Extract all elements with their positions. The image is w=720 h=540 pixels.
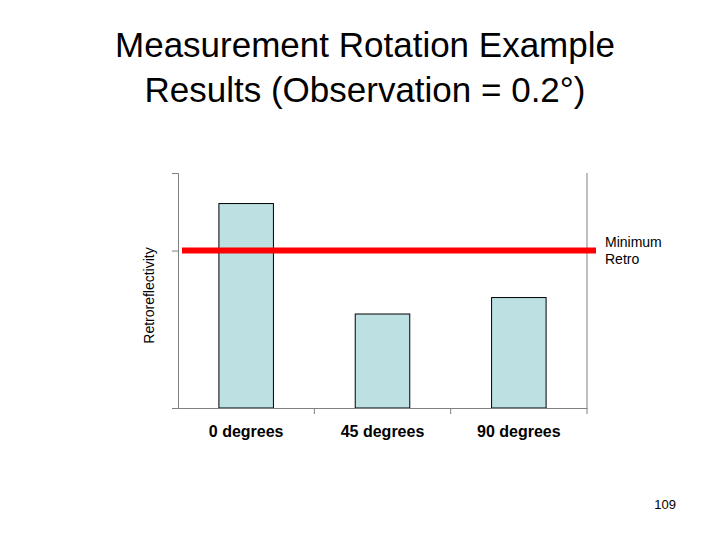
y-axis-title: Retroreflectivity bbox=[141, 247, 157, 343]
x-tick-label: 45 degrees bbox=[341, 423, 425, 440]
title: Measurement Rotation Example bbox=[115, 25, 615, 64]
y-axis-line bbox=[172, 174, 179, 409]
category-divider bbox=[587, 408, 588, 414]
x-tick: 90 degrees bbox=[477, 408, 561, 440]
bar bbox=[492, 298, 547, 408]
x-tick-label: 0 degrees bbox=[209, 423, 284, 440]
x-tick: 45 degrees bbox=[341, 408, 425, 440]
reference-line bbox=[182, 248, 596, 254]
bars bbox=[219, 204, 546, 408]
reference-label: MinimumRetro bbox=[605, 234, 662, 267]
category-divider bbox=[450, 408, 451, 414]
page-number: 109 bbox=[654, 497, 676, 512]
x-tick-label: 90 degrees bbox=[477, 423, 561, 440]
bar bbox=[355, 314, 410, 408]
bar bbox=[219, 204, 274, 408]
x-tick: 0 degrees bbox=[209, 408, 284, 440]
x-axis-line bbox=[179, 408, 588, 409]
y-tick bbox=[172, 408, 178, 409]
category-divider bbox=[314, 408, 315, 414]
y-axis bbox=[172, 174, 179, 409]
y-tick-mark bbox=[172, 251, 178, 252]
plot-frame bbox=[587, 173, 588, 408]
x-axis: 0 degrees 45 degrees 90 degrees bbox=[179, 408, 588, 440]
y-tick-mark bbox=[172, 408, 178, 409]
chart: Measurement Rotation Example Results (Obs… bbox=[0, 0, 720, 540]
title: Results (Observation = 0.2°) bbox=[145, 70, 586, 109]
y-tick bbox=[172, 251, 178, 252]
